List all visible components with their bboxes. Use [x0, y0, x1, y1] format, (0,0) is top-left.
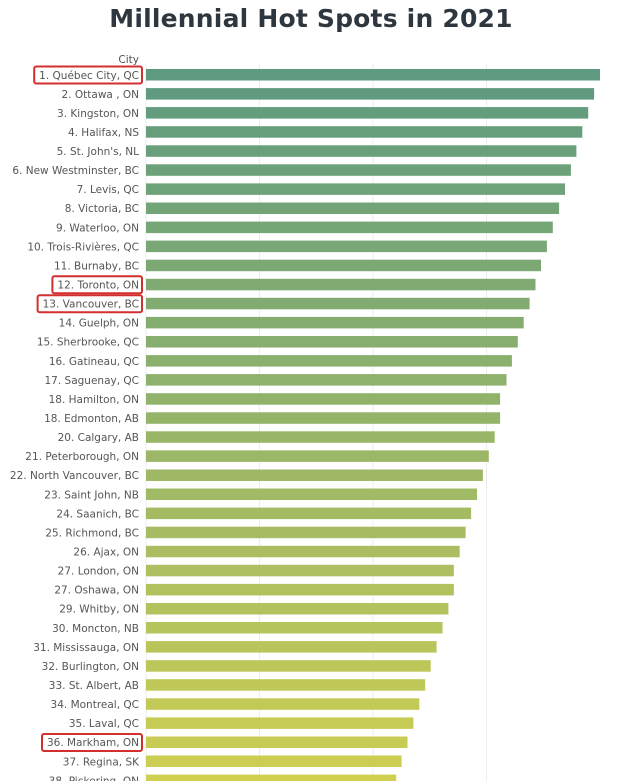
bar — [146, 545, 460, 558]
category-label: 5. St. John's, NL — [57, 146, 140, 158]
bar — [146, 717, 414, 729]
bar — [146, 69, 600, 81]
bar — [146, 355, 512, 367]
category-label: 8. Victoria, BC — [65, 203, 139, 215]
bar — [146, 755, 402, 767]
category-label: 31. Mississauga, ON — [33, 642, 139, 654]
category-label: 18. Edmonton, AB — [44, 413, 139, 425]
bar — [146, 412, 501, 424]
bar — [146, 202, 560, 214]
bar — [146, 450, 489, 462]
bar — [146, 297, 530, 310]
bar — [146, 583, 454, 596]
category-label: 22. North Vancouver, BC — [10, 470, 139, 482]
category-label: 16. Gatineau, QC — [49, 356, 139, 368]
bar — [146, 526, 466, 539]
bar — [146, 469, 483, 481]
bar — [146, 679, 426, 691]
category-label: 12. Toronto, ON — [57, 280, 139, 292]
highlight-box — [41, 733, 143, 752]
bar — [146, 240, 547, 253]
category-label: 7. Levis, QC — [77, 184, 139, 196]
highlight-box — [36, 294, 143, 314]
category-label: 25. Richmond, BC — [45, 527, 139, 539]
category-label: 38. Pickering, ON — [49, 775, 139, 781]
bar — [146, 622, 443, 634]
highlight-boxes — [33, 65, 144, 752]
highlight-box — [33, 65, 144, 85]
bar — [146, 641, 437, 653]
category-label: 18. Hamilton, ON — [49, 394, 139, 406]
category-label: 20. Calgary, AB — [58, 432, 139, 444]
category-axis-label: City — [118, 54, 139, 66]
category-label: 27. Oshawa, ON — [54, 585, 139, 597]
category-label: 11. Burnaby, BC — [54, 260, 139, 272]
category-label: 13. Vancouver, BC — [43, 299, 139, 311]
category-label: 17. Saguenay, QC — [45, 375, 140, 387]
bar — [146, 736, 408, 748]
bar — [146, 278, 536, 291]
category-label: 27. London, ON — [58, 566, 139, 578]
category-label: 24. Saanich, BC — [56, 508, 139, 520]
category-label: 6. New Westminster, BC — [12, 165, 139, 177]
bar — [146, 431, 495, 443]
category-label: 34. Montreal, QC — [51, 699, 139, 711]
bars — [146, 69, 600, 781]
bar — [146, 393, 501, 405]
category-label: 14. Guelph, ON — [59, 318, 139, 330]
bar — [146, 126, 583, 138]
bar — [146, 145, 577, 157]
bar — [146, 88, 595, 100]
category-label: 2. Ottawa , ON — [62, 89, 139, 101]
category-label: 1. Québec City, QC — [39, 70, 139, 82]
category-label: 23. Saint John, NB — [44, 489, 139, 501]
chart-title: Millennial Hot Spots in 2021 — [109, 4, 513, 33]
bar — [146, 488, 477, 500]
category-labels: 1. Québec City, QC 2. Ottawa , ON 3. Kings… — [10, 70, 140, 781]
category-label: 33. St. Albert, AB — [49, 680, 139, 692]
category-label: 37. Regina, SK — [63, 756, 140, 768]
bar — [146, 316, 524, 329]
category-label: 32. Burlington, ON — [42, 661, 139, 673]
category-label: 26. Ajax, ON — [73, 547, 139, 559]
bar — [146, 107, 589, 119]
bar — [146, 660, 431, 672]
category-label: 9. Waterloo, ON — [56, 222, 139, 234]
bar — [146, 164, 571, 176]
category-label: 21. Peterborough, ON — [25, 451, 139, 463]
category-label: 4. Halifax, NS — [68, 127, 139, 139]
bar — [146, 374, 507, 386]
bar — [146, 774, 397, 781]
category-label: 36. Markham, ON — [47, 737, 139, 749]
bar — [146, 183, 565, 195]
bar — [146, 507, 472, 520]
category-label: 10. Trois-Rivières, QC — [27, 241, 139, 253]
bar — [146, 698, 420, 710]
bar — [146, 564, 454, 577]
bar — [146, 336, 518, 348]
category-label: 3. Kingston, ON — [57, 108, 139, 120]
bar — [146, 221, 553, 234]
category-label: 29. Whitby, ON — [59, 604, 139, 616]
category-label: 30. Moncton, NB — [52, 623, 139, 635]
bar — [146, 603, 449, 615]
category-label: 15. Sherbrooke, QC — [37, 337, 139, 349]
bar — [146, 259, 541, 272]
highlight-box — [51, 275, 143, 295]
category-label: 35. Laval, QC — [69, 718, 139, 730]
